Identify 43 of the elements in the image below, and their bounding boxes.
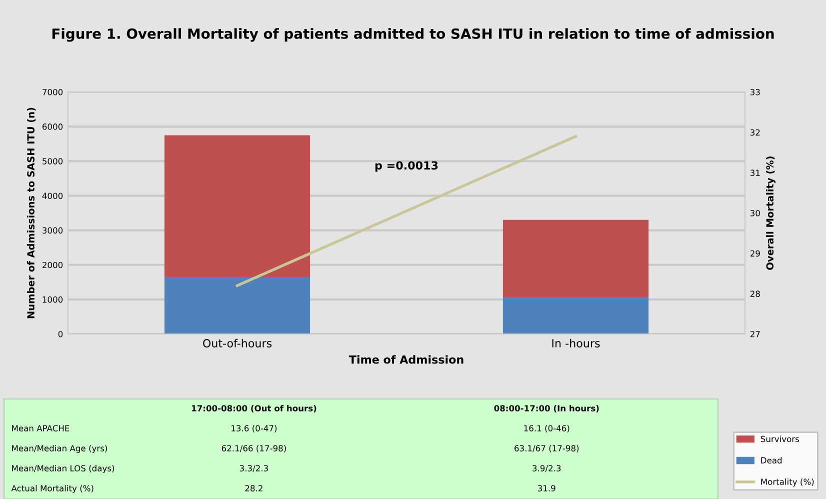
bar [502,297,649,334]
x-tick-label: Out-of-hours [203,338,272,348]
legend-label: Survivors [760,436,800,442]
text: Actual Mortality (%) [11,484,94,494]
y2-tick-label: 30 [750,210,760,216]
text: Mean/Median LOS (days) [12,464,114,474]
y-tick-label: 2000 [42,262,63,268]
text: 3.9/2.3 [532,465,561,472]
y-axis-title: Number of Admissions to SASH ITU (n) [26,108,36,318]
y-tick-label: 1000 [42,296,63,303]
text: 63.1/67 (17-98) [514,444,579,452]
chart-title: Figure 1. Overall Mortality of patients admitted to SASH ITU in relation to time of admission [52,28,774,42]
y2-tick-label: 27 [750,330,760,338]
legend-label: Mortality (%) [761,478,814,487]
legend-label: Dead [761,457,782,464]
annotation: p =0.0013 [375,161,438,172]
y-tick-label: 7000 [42,88,63,96]
y-tick-label: 4000 [42,192,63,199]
bar [164,135,310,277]
y2-tick-label: 31 [750,170,760,176]
y-tick-label: 6000 [42,124,63,130]
bar [502,220,649,298]
text: Mean/Median Age (yrs) [12,444,107,454]
y-tick-label: 5000 [42,158,63,164]
y2-tick-label: 29 [750,250,760,257]
text: 3.3/2.3 [240,465,268,472]
bar [164,276,310,334]
y-tick-label: 0 [58,330,63,338]
text: 17:00-08:00 (Out of hours) [192,404,316,412]
text: 08:00-17:00 (In hours) [494,404,599,412]
x-tick-label: In -hours [552,338,600,348]
y2-tick-label: 33 [750,88,760,96]
y-tick-label: 3000 [42,227,63,234]
y2-tick-label: 28 [750,290,760,297]
y2-axis-title: Overall Mortality (%) [766,156,776,270]
text: 16.1 (0-46) [524,424,570,432]
text: 13.6 (0-47) [232,424,277,432]
text: 28.2 [245,485,262,492]
text: Mean APACHE [12,425,70,432]
y2-tick-label: 32 [750,129,760,136]
text: 62.1/66 (17-98) [222,444,286,452]
x-axis-title: Time of Admission [348,355,464,364]
text: 31.9 [538,485,556,492]
